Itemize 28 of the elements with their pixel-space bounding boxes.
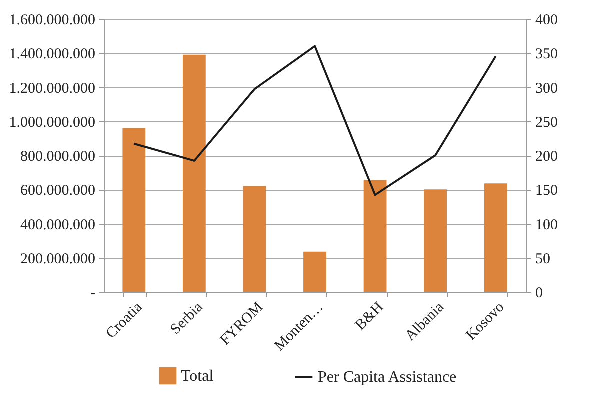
y2-tick-label: 400 — [536, 12, 558, 28]
y-tick-label: 600.000.000 — [20, 183, 96, 200]
y-tick-label: 1.000.000.000 — [9, 114, 96, 131]
y2-tick-label: 350 — [536, 46, 558, 63]
y-tick-label: 1.200.000.000 — [9, 80, 96, 97]
y-tick-label: 800.000.000 — [20, 149, 96, 165]
y2-tick-label: 0 — [536, 286, 543, 302]
bar — [182, 54, 206, 292]
y2-tick-label: 150 — [536, 183, 558, 200]
bar — [122, 128, 146, 292]
bar — [424, 190, 448, 292]
y2-tick-label: 200 — [536, 149, 558, 165]
y-tick-label: - — [90, 286, 96, 302]
y-tick-label: 400.000.000 — [20, 217, 96, 234]
y-tick-label: 200.000.000 — [20, 251, 96, 268]
legend-label: Per Capita Assistance — [318, 369, 457, 386]
y2-tick-label: 100 — [536, 217, 558, 234]
y2-tick-label: 250 — [536, 114, 558, 131]
y2-tick-label: 50 — [536, 251, 550, 268]
y-tick-label: 1.400.000.000 — [9, 46, 96, 63]
y2-tick-label: 300 — [536, 80, 558, 97]
legend-label: Total — [181, 368, 214, 385]
bar — [364, 180, 387, 292]
line-series — [133, 45, 497, 196]
bar — [243, 186, 266, 292]
y-tick-label: 1.600.000.000 — [9, 12, 96, 28]
bar — [484, 184, 508, 292]
bar — [304, 252, 326, 292]
